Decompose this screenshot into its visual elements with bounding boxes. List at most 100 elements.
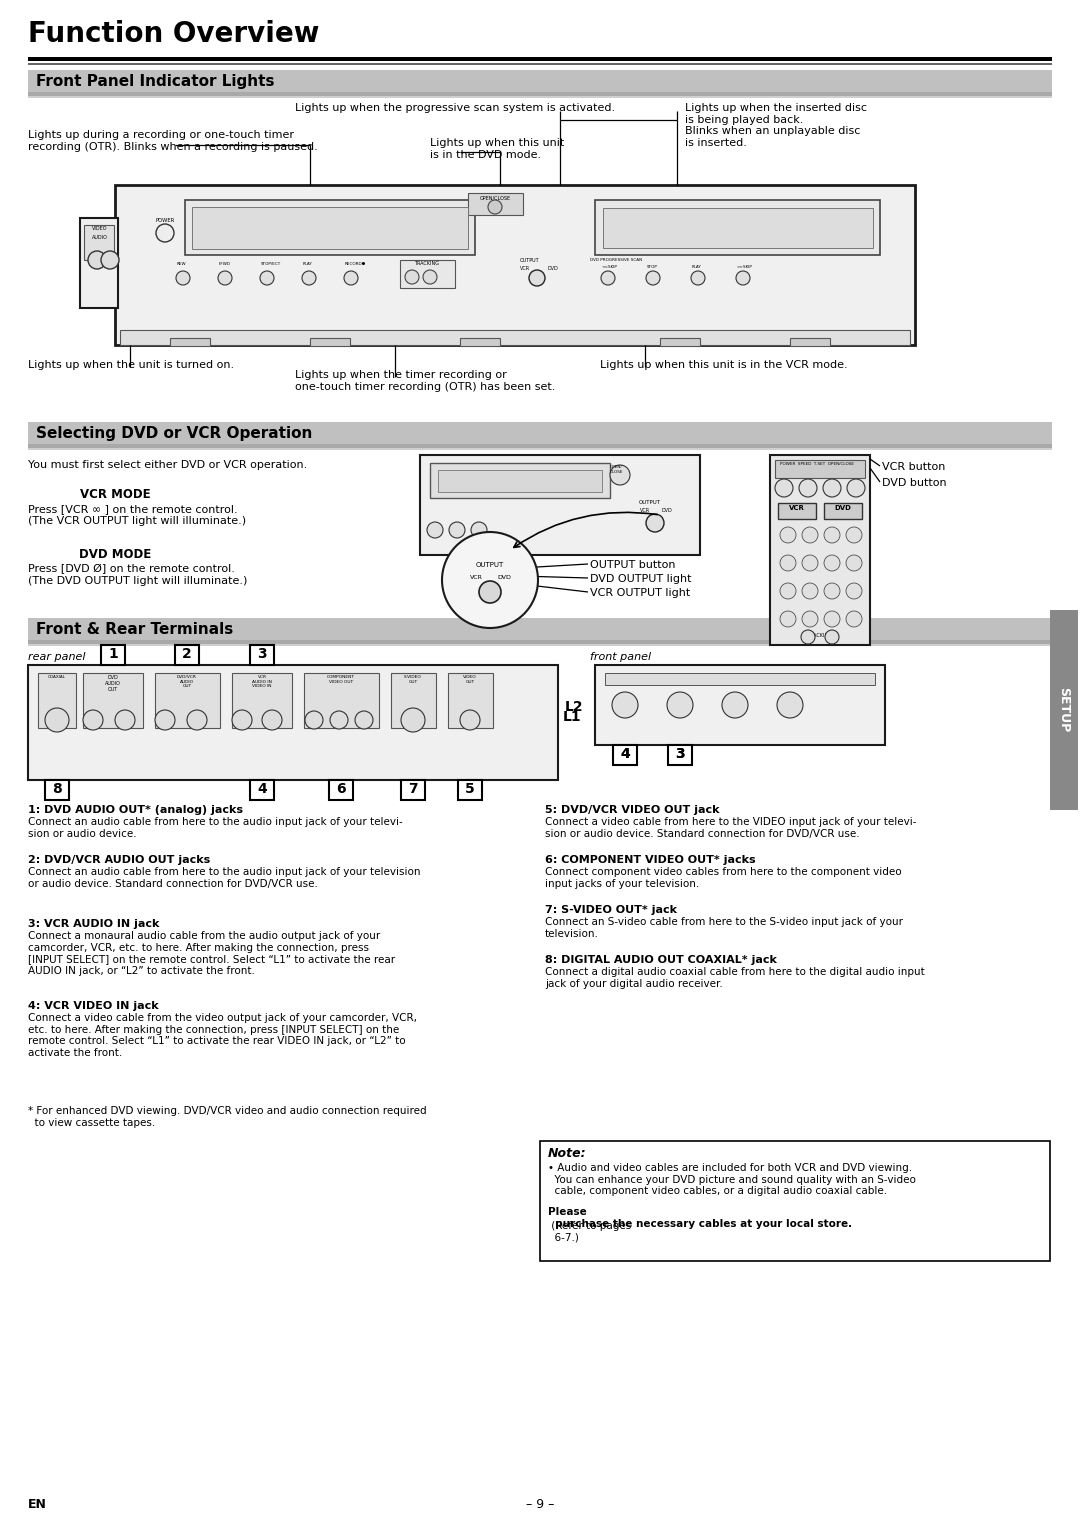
Bar [448, 673, 492, 728]
Text: VIDEO: VIDEO [92, 226, 108, 230]
Circle shape [405, 270, 419, 284]
Circle shape [735, 272, 750, 285]
Circle shape [802, 555, 818, 571]
Circle shape [824, 583, 840, 600]
Bar [28, 92, 1052, 98]
Text: DVD button: DVD button [882, 478, 947, 488]
Circle shape [802, 610, 818, 627]
Bar [595, 665, 885, 745]
Bar [232, 673, 292, 728]
Text: Connect an S-video cable from here to the S-video input jack of your
television.: Connect an S-video cable from here to th… [545, 917, 903, 938]
Bar [28, 618, 1052, 644]
Text: 5: DVD/VCR VIDEO OUT jack: 5: DVD/VCR VIDEO OUT jack [545, 806, 719, 815]
Bar [28, 70, 1052, 96]
Bar [45, 780, 69, 800]
Circle shape [723, 691, 748, 719]
Text: VCR button: VCR button [882, 462, 945, 472]
Circle shape [401, 708, 426, 732]
Bar [778, 504, 816, 519]
Circle shape [777, 691, 804, 719]
Text: VCR OUTPUT light: VCR OUTPUT light [590, 588, 690, 598]
Circle shape [471, 522, 487, 539]
Text: You must first select either DVD or VCR operation.: You must first select either DVD or VCR … [28, 459, 307, 470]
Circle shape [780, 610, 796, 627]
Circle shape [846, 583, 862, 600]
Bar [391, 673, 436, 728]
Text: S-VIDEO
OUT: S-VIDEO OUT [404, 674, 422, 684]
Text: VCR: VCR [519, 266, 530, 272]
Circle shape [427, 522, 443, 539]
Text: VCR: VCR [640, 508, 650, 513]
Text: 4: 4 [620, 748, 630, 761]
Text: 3: VCR AUDIO IN jack: 3: VCR AUDIO IN jack [28, 919, 160, 929]
Text: Press [VCR ∞ ] on the remote control.: Press [VCR ∞ ] on the remote control. [28, 504, 238, 514]
Text: Connect a video cable from the video output jack of your camcorder, VCR,
etc. to: Connect a video cable from the video out… [28, 1013, 417, 1058]
Text: 4: VCR VIDEO IN jack: 4: VCR VIDEO IN jack [28, 1001, 159, 1012]
Bar [28, 423, 1052, 449]
Circle shape [846, 610, 862, 627]
Bar [329, 780, 353, 800]
Text: Press [DVD Ø] on the remote control.: Press [DVD Ø] on the remote control. [28, 565, 234, 574]
Circle shape [667, 691, 693, 719]
Circle shape [218, 272, 232, 285]
Circle shape [824, 555, 840, 571]
Text: Front & Rear Terminals: Front & Rear Terminals [36, 623, 233, 636]
Circle shape [799, 479, 816, 497]
Text: VCR
AUDIO IN
VIDEO IN: VCR AUDIO IN VIDEO IN [252, 674, 272, 688]
Text: DVD OUTPUT light: DVD OUTPUT light [590, 574, 691, 584]
Text: COMPONENT
VIDEO OUT: COMPONENT VIDEO OUT [327, 674, 355, 684]
Bar [185, 200, 475, 255]
Text: OUTPUT button: OUTPUT button [590, 560, 675, 571]
Circle shape [780, 526, 796, 543]
Text: 6: 6 [336, 781, 346, 797]
Text: VCR: VCR [470, 575, 483, 580]
Circle shape [330, 711, 348, 729]
Text: TRACKING: TRACKING [808, 633, 833, 638]
Circle shape [823, 479, 841, 497]
Text: Function Overview: Function Overview [28, 20, 320, 47]
Circle shape [302, 272, 316, 285]
Circle shape [691, 272, 705, 285]
Circle shape [176, 272, 190, 285]
Text: VIDEO
OUT: VIDEO OUT [463, 674, 476, 684]
Text: DVD: DVD [497, 575, 511, 580]
Text: * For enhanced DVD viewing. DVD/VCR video and audio connection required
  to vie: * For enhanced DVD viewing. DVD/VCR vide… [28, 1106, 427, 1128]
Circle shape [87, 250, 106, 269]
Text: Connect a video cable from here to the VIDEO input jack of your televi-
sion or : Connect a video cable from here to the V… [545, 816, 917, 839]
Bar [775, 459, 865, 478]
Text: DVD: DVD [662, 508, 673, 513]
Circle shape [646, 514, 664, 533]
Circle shape [529, 270, 545, 285]
Bar [28, 639, 1052, 645]
Bar [660, 337, 700, 346]
Text: OUTPUT: OUTPUT [639, 501, 661, 505]
Circle shape [156, 710, 175, 729]
Text: Connect a monaural audio cable from the audio output jack of your
camcorder, VCR: Connect a monaural audio cable from the … [28, 931, 395, 975]
Bar [460, 337, 500, 346]
Bar [102, 645, 125, 665]
Bar [438, 470, 602, 491]
Circle shape [45, 708, 69, 732]
Text: Note:: Note: [548, 1148, 586, 1160]
Text: 1: 1 [108, 647, 118, 661]
Text: rear panel: rear panel [28, 652, 85, 662]
Bar [540, 1141, 1050, 1260]
Circle shape [442, 533, 538, 629]
Text: SETUP: SETUP [1057, 687, 1070, 732]
Bar [170, 337, 210, 346]
Circle shape [232, 710, 252, 729]
Bar [83, 673, 143, 728]
Bar [28, 63, 1052, 66]
Text: (The DVD OUTPUT light will illuminate.): (The DVD OUTPUT light will illuminate.) [28, 575, 247, 586]
Circle shape [824, 526, 840, 543]
Circle shape [187, 710, 207, 729]
Text: OUTPUT: OUTPUT [476, 562, 504, 568]
Circle shape [780, 583, 796, 600]
Circle shape [114, 710, 135, 729]
Text: Lights up when the inserted disc
is being played back.
Blinks when an unplayable: Lights up when the inserted disc is bein… [685, 102, 867, 148]
Text: 3: 3 [675, 748, 685, 761]
Text: AUDIO: AUDIO [92, 235, 108, 240]
Text: 7: 7 [408, 781, 418, 797]
Bar [770, 455, 870, 645]
Bar [28, 665, 558, 780]
